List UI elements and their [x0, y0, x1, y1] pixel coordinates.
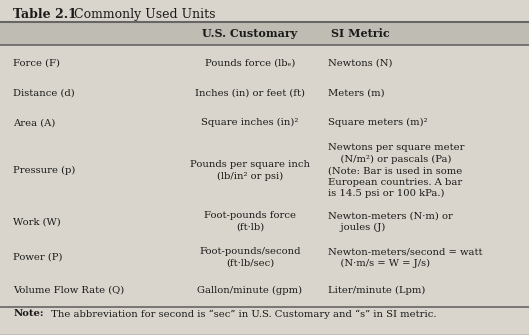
Text: Liter/minute (Lpm): Liter/minute (Lpm): [328, 285, 425, 294]
Text: Newton-meters/second = watt
    (N·m/s = W = J/s): Newton-meters/second = watt (N·m/s = W =…: [328, 247, 482, 268]
Text: SI Metric: SI Metric: [331, 28, 389, 39]
Text: Table 2.1: Table 2.1: [13, 8, 77, 21]
Text: Area (A): Area (A): [13, 118, 56, 127]
Text: U.S. Customary: U.S. Customary: [202, 28, 297, 39]
Text: Gallon/minute (gpm): Gallon/minute (gpm): [197, 285, 303, 294]
Text: Meters (m): Meters (m): [328, 88, 385, 97]
Text: Square inches (in)²: Square inches (in)²: [201, 118, 299, 127]
Text: Pressure (p): Pressure (p): [13, 166, 76, 175]
Text: The abbreviation for second is “sec” in U.S. Customary and “s” in SI metric.: The abbreviation for second is “sec” in …: [48, 309, 436, 319]
Text: Newtons (N): Newtons (N): [328, 59, 393, 68]
Text: Newton-meters (N·m) or
    joules (J): Newton-meters (N·m) or joules (J): [328, 211, 453, 232]
Text: Distance (d): Distance (d): [13, 88, 75, 97]
Text: Commonly Used Units: Commonly Used Units: [74, 8, 215, 21]
Text: Inches (in) or feet (ft): Inches (in) or feet (ft): [195, 88, 305, 97]
Text: Note:: Note:: [13, 309, 44, 318]
Text: Volume Flow Rate (Q): Volume Flow Rate (Q): [13, 285, 124, 294]
Text: Square meters (m)²: Square meters (m)²: [328, 118, 427, 127]
Text: Work (W): Work (W): [13, 217, 61, 226]
Text: Foot-pounds force
(ft·lb): Foot-pounds force (ft·lb): [204, 211, 296, 232]
Text: Power (P): Power (P): [13, 253, 63, 262]
Bar: [0, 22, 529, 45]
Text: Newtons per square meter
    (N/m²) or pascals (Pa)
(Note: Bar is used in some
E: Newtons per square meter (N/m²) or pasca…: [328, 143, 464, 198]
Text: Pounds per square inch
(lb/in² or psi): Pounds per square inch (lb/in² or psi): [190, 160, 310, 181]
Text: Pounds force (lbₑ): Pounds force (lbₑ): [205, 59, 295, 68]
Text: Force (F): Force (F): [13, 59, 60, 68]
Text: Foot-pounds/second
(ft·lb/sec): Foot-pounds/second (ft·lb/sec): [199, 247, 300, 268]
